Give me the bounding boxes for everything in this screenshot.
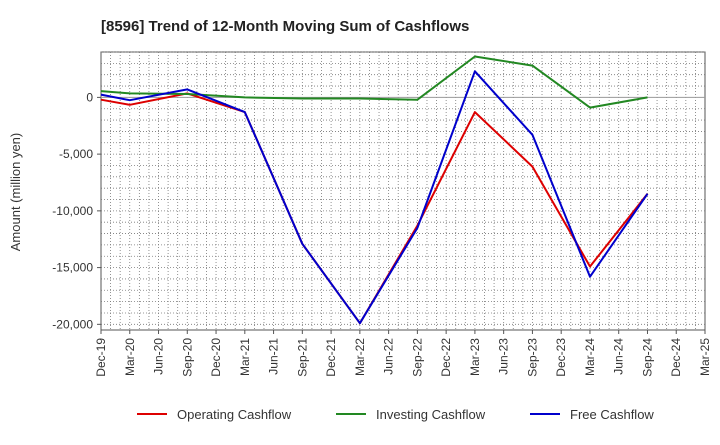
plot-frame	[100, 51, 706, 331]
y-tick-label: -15,000	[52, 261, 93, 275]
series-line-investing-cashflow	[100, 55, 648, 109]
x-tick-label: Jun-22	[382, 338, 396, 375]
x-tick-label: Dec-24	[669, 338, 683, 377]
x-tick-label: Jun-21	[267, 338, 281, 375]
x-tick-label: Mar-22	[353, 338, 367, 376]
x-tick-label: Dec-19	[94, 338, 108, 377]
series-lines	[100, 55, 649, 325]
x-tick-label: Sep-24	[640, 338, 654, 377]
x-tick-label: Dec-21	[324, 338, 338, 377]
chart-title: [8596] Trend of 12-Month Moving Sum of C…	[101, 18, 469, 35]
grid-lines	[100, 51, 706, 331]
x-tick-label: Mar-24	[583, 338, 597, 376]
x-tick-label: Sep-23	[525, 338, 539, 377]
x-tick-label: Mar-23	[468, 338, 482, 376]
x-tick-label: Mar-21	[238, 338, 252, 376]
x-tick-label: Mar-20	[123, 338, 137, 376]
x-tick-label: Dec-23	[554, 338, 568, 377]
legend-label: Investing Cashflow	[376, 407, 486, 422]
legend-label: Operating Cashflow	[177, 407, 292, 422]
x-tick-label: Jun-24	[612, 338, 626, 375]
x-tick-label: Mar-25	[698, 338, 712, 376]
x-tick-label: Sep-22	[410, 338, 424, 377]
series-line-operating-cashflow	[100, 92, 649, 325]
legend-label: Free Cashflow	[570, 407, 654, 422]
series-line-free-cashflow	[100, 70, 649, 325]
x-tick-label: Sep-20	[180, 338, 194, 377]
y-tick-label: -5,000	[59, 147, 93, 161]
y-tick-label: -20,000	[52, 317, 93, 331]
y-tick-label: -10,000	[52, 204, 93, 218]
x-tick-label: Sep-21	[295, 338, 309, 377]
y-tick-label: 0	[86, 90, 93, 104]
legend: Operating Cashflow Investing Cashflow Free…	[137, 407, 654, 422]
x-tick-label: Dec-22	[439, 338, 453, 377]
x-tick-label: Jun-23	[497, 338, 511, 375]
y-axis-label: Amount (million yen)	[8, 133, 23, 252]
x-tick-label: Jun-20	[152, 338, 166, 375]
x-tick-label: Dec-20	[209, 338, 223, 377]
